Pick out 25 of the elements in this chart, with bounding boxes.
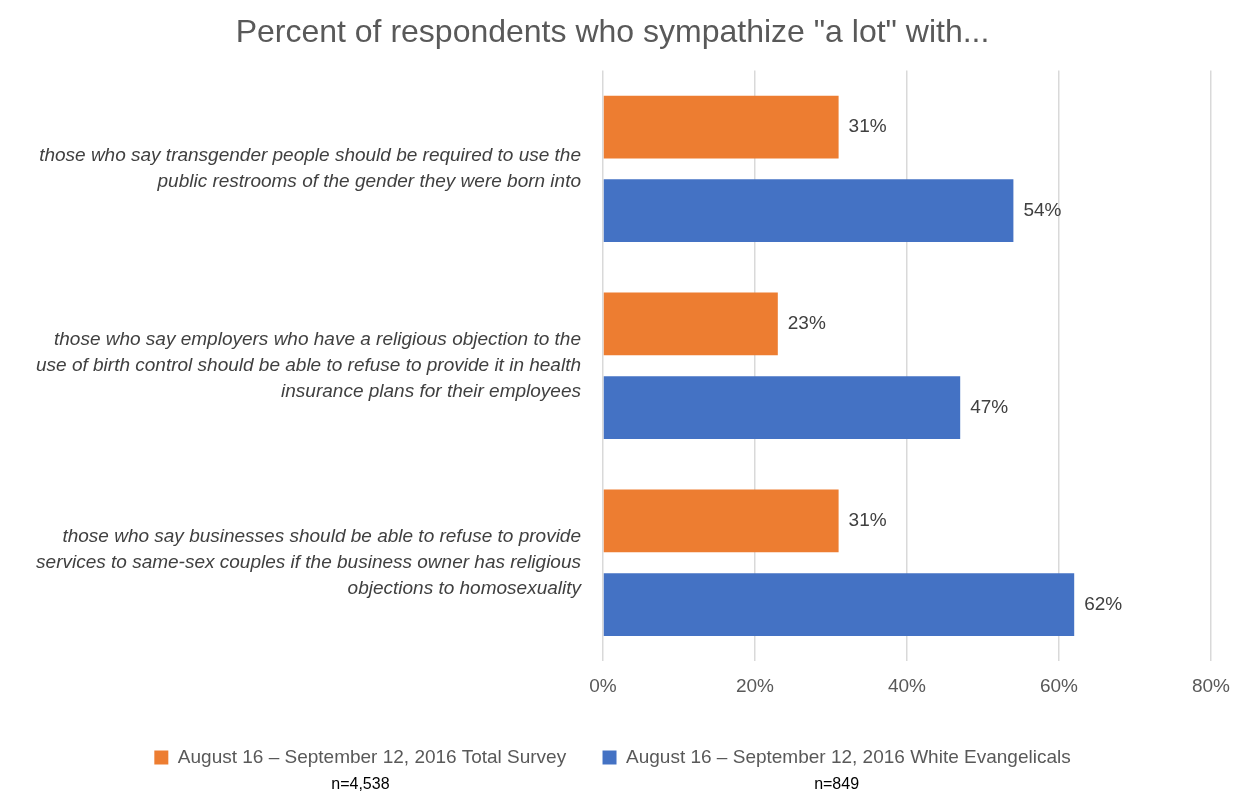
data-label: 31%: [848, 115, 887, 137]
bar: [603, 376, 961, 440]
text: n=4,538: [331, 775, 390, 793]
x-tick-label: 40%: [887, 674, 927, 696]
text: n=849: [814, 775, 860, 793]
legend-label: August 16 – September 12, 2016 White Evangelicals: [626, 745, 1071, 767]
bar: [603, 573, 1075, 636]
x-tick-label: 20%: [735, 674, 775, 696]
bar: [603, 489, 839, 553]
legend-label: August 16 – September 12, 2016 Total Survey: [177, 745, 567, 767]
bar: [603, 292, 778, 356]
x-tick-label: 0%: [589, 674, 617, 696]
data-label: 23%: [787, 312, 826, 334]
y-tick-label: those who say businesses should be able to refuse to provide services to same-sex couples if the business owner has religious objections to homosexuality: [36, 525, 583, 598]
x-tick-label: 80%: [1191, 674, 1231, 696]
y-tick-label: those who say employers who have a religious objection to the use of birth control should be able to refuse to provide it in health insurance plans for their employees: [35, 328, 582, 401]
data-label: 62%: [1084, 592, 1123, 614]
data-label: 31%: [848, 509, 887, 531]
bar: [603, 179, 1014, 243]
x-tick-label: 60%: [1039, 674, 1079, 696]
data-label: 54%: [1023, 198, 1062, 220]
bar: [603, 95, 839, 159]
data-label: 47%: [970, 395, 1009, 417]
chart-title: Percent of respondents who sympathize "a lot" with...: [235, 13, 990, 50]
y-tick-label: those who say transgender people should be required to use the public restrooms of the gender they were born into: [39, 144, 582, 191]
